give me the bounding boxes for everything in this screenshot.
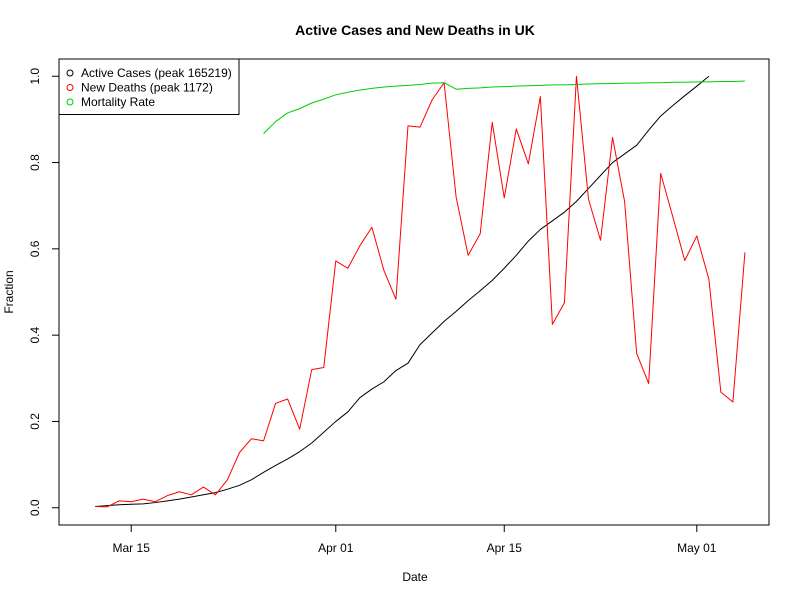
legend-marker [66,98,74,106]
y-tick-label: 0.6 [28,240,42,257]
x-tick-label: Apr 01 [318,541,354,555]
y-axis-label: Fraction [2,270,16,313]
legend-label: Mortality Rate [81,95,155,109]
series-line-mortality-rate [263,80,745,135]
legend-label: New Deaths (peak 1172) [81,81,213,95]
series-layer [95,75,746,508]
legend-label: Active Cases (peak 165219) [81,66,232,80]
y-tick-label: 0.4 [28,326,42,343]
series-line-new-deaths [95,75,746,508]
x-axis: Mar 15 Apr 01 Apr 15 May 01 [113,524,717,555]
chart-title: Active Cases and New Deaths in UK [295,22,535,38]
y-tick-label: 0.2 [28,413,42,430]
legend-box [58,58,240,115]
legend-marker [66,69,74,77]
x-axis-label: Date [402,570,428,584]
series-line-active-cases [95,75,710,507]
legend-marker [66,84,74,91]
x-tick-label: Apr 15 [487,541,523,555]
y-tick-label: 0.8 [28,154,42,171]
y-tick-label: 0.0 [28,499,42,516]
x-tick-label: May 01 [677,541,717,555]
y-tick-label: 1.0 [28,68,42,85]
x-tick-label: Mar 15 [113,541,151,555]
legend: Active Cases (peak 165219)New Deaths (pe… [58,58,240,115]
y-axis: 0.0 0.2 0.4 0.6 0.8 1.0 [28,68,60,516]
